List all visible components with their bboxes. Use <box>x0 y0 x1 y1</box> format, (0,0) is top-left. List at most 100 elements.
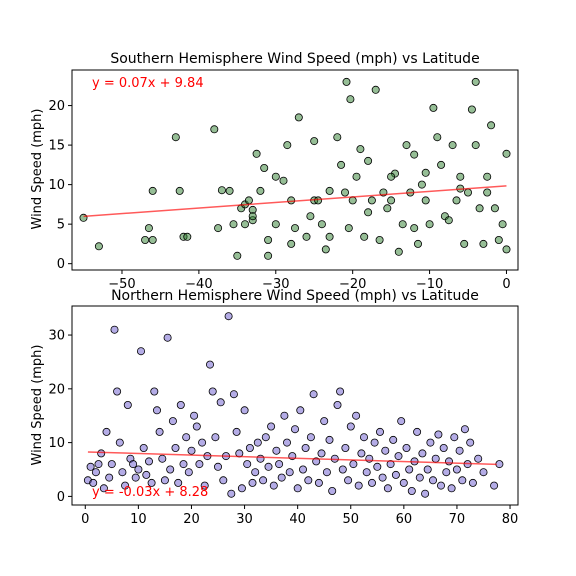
northern-data-point <box>205 360 214 369</box>
northern-y-tick-label: 0 <box>57 490 65 505</box>
northern-data-point <box>389 435 398 444</box>
northern-data-point <box>211 433 220 442</box>
southern-data-point <box>271 220 280 229</box>
southern-data-point <box>240 220 249 229</box>
northern-data-point <box>94 460 103 469</box>
northern-plot-area <box>83 312 504 498</box>
southern-data-point <box>248 212 257 221</box>
northern-data-point <box>455 446 464 455</box>
northern-data-point <box>216 398 225 407</box>
northern-y-tick-label: 20 <box>48 382 65 397</box>
northern-data-point <box>405 465 414 474</box>
southern-y-tick-label: 10 <box>48 178 65 193</box>
southern-data-point <box>433 133 442 142</box>
northern-data-point <box>240 406 249 415</box>
northern-data-point <box>320 417 329 426</box>
southern-data-point <box>148 186 157 195</box>
southern-data-point <box>252 149 261 158</box>
southern-data-point <box>352 172 361 181</box>
northern-data-point <box>129 460 138 469</box>
southern-data-point <box>317 220 326 229</box>
northern-data-point <box>171 443 180 452</box>
northern-data-point <box>272 446 281 455</box>
southern-data-point <box>260 163 269 172</box>
southern-data-point <box>456 172 465 181</box>
southern-data-point <box>279 176 288 185</box>
southern-axes-frame <box>71 69 519 271</box>
northern-data-point <box>349 460 358 469</box>
northern-y-axis-label: Wind Speed (mph) <box>30 345 45 466</box>
southern-data-point <box>210 125 219 134</box>
southern-data-point <box>494 235 503 244</box>
southern-data-point <box>471 141 480 150</box>
northern-data-point <box>277 473 286 482</box>
northern-data-point <box>259 476 268 485</box>
northern-x-tick-label: 20 <box>183 512 200 527</box>
northern-data-point <box>298 465 307 474</box>
southern-data-point <box>502 245 511 254</box>
northern-data-point <box>407 486 416 495</box>
northern-data-point <box>243 460 252 469</box>
northern-data-point <box>428 476 437 485</box>
northern-data-point <box>352 411 361 420</box>
northern-data-point <box>264 462 273 471</box>
southern-y-tick-label: 0 <box>57 257 65 272</box>
northern-data-point <box>383 484 392 493</box>
northern-data-point <box>245 443 254 452</box>
northern-data-point <box>322 468 331 477</box>
southern-data-point <box>271 172 280 181</box>
northern-data-point <box>418 449 427 458</box>
northern-x-tick-label: 30 <box>236 512 253 527</box>
northern-data-point <box>150 387 159 396</box>
southern-data-point <box>94 242 103 251</box>
southern-hemisphere-chart: Southern Hemisphere Wind Speed (mph) vs … <box>30 51 519 292</box>
northern-data-point <box>113 387 122 396</box>
northern-data-point <box>232 427 241 436</box>
southern-data-point <box>302 232 311 241</box>
northern-data-point <box>280 411 289 420</box>
northern-data-point <box>495 460 504 469</box>
southern-data-point <box>344 224 353 233</box>
southern-data-point <box>356 145 365 154</box>
northern-data-point <box>115 438 124 447</box>
northern-data-point <box>166 465 175 474</box>
northern-data-point <box>421 489 430 498</box>
southern-data-point <box>467 105 476 114</box>
southern-data-point <box>413 239 422 248</box>
northern-data-point <box>184 468 193 477</box>
southern-data-point <box>256 186 265 195</box>
northern-data-point <box>466 438 475 447</box>
northern-data-point <box>394 452 403 461</box>
northern-data-point <box>490 481 499 490</box>
southern-data-point <box>310 137 319 146</box>
northern-data-point <box>107 460 116 469</box>
southern-data-point <box>314 196 323 205</box>
southern-data-point <box>448 141 457 150</box>
northern-data-point <box>341 443 350 452</box>
southern-data-point <box>264 235 273 244</box>
northern-data-point <box>102 427 111 436</box>
southern-data-point <box>402 141 411 150</box>
northern-data-point <box>293 484 302 493</box>
southern-data-point <box>337 160 346 169</box>
northern-data-point <box>110 325 119 334</box>
northern-data-point <box>442 468 451 477</box>
southern-x-tick-label: −30 <box>262 277 289 292</box>
northern-data-point <box>131 473 140 482</box>
northern-data-point <box>468 478 477 487</box>
southern-data-point <box>287 239 296 248</box>
northern-data-point <box>359 433 368 442</box>
southern-data-point <box>375 235 384 244</box>
northern-x-tick-label: 60 <box>396 512 413 527</box>
northern-data-point <box>474 454 483 463</box>
northern-data-point <box>450 433 459 442</box>
northern-data-point <box>229 390 238 399</box>
northern-data-point <box>423 465 432 474</box>
northern-data-point <box>296 406 305 415</box>
northern-data-point <box>362 468 371 477</box>
northern-data-point <box>187 446 196 455</box>
southern-x-tick-label: −40 <box>185 277 212 292</box>
southern-data-point <box>394 247 403 256</box>
northern-data-point <box>105 473 114 482</box>
